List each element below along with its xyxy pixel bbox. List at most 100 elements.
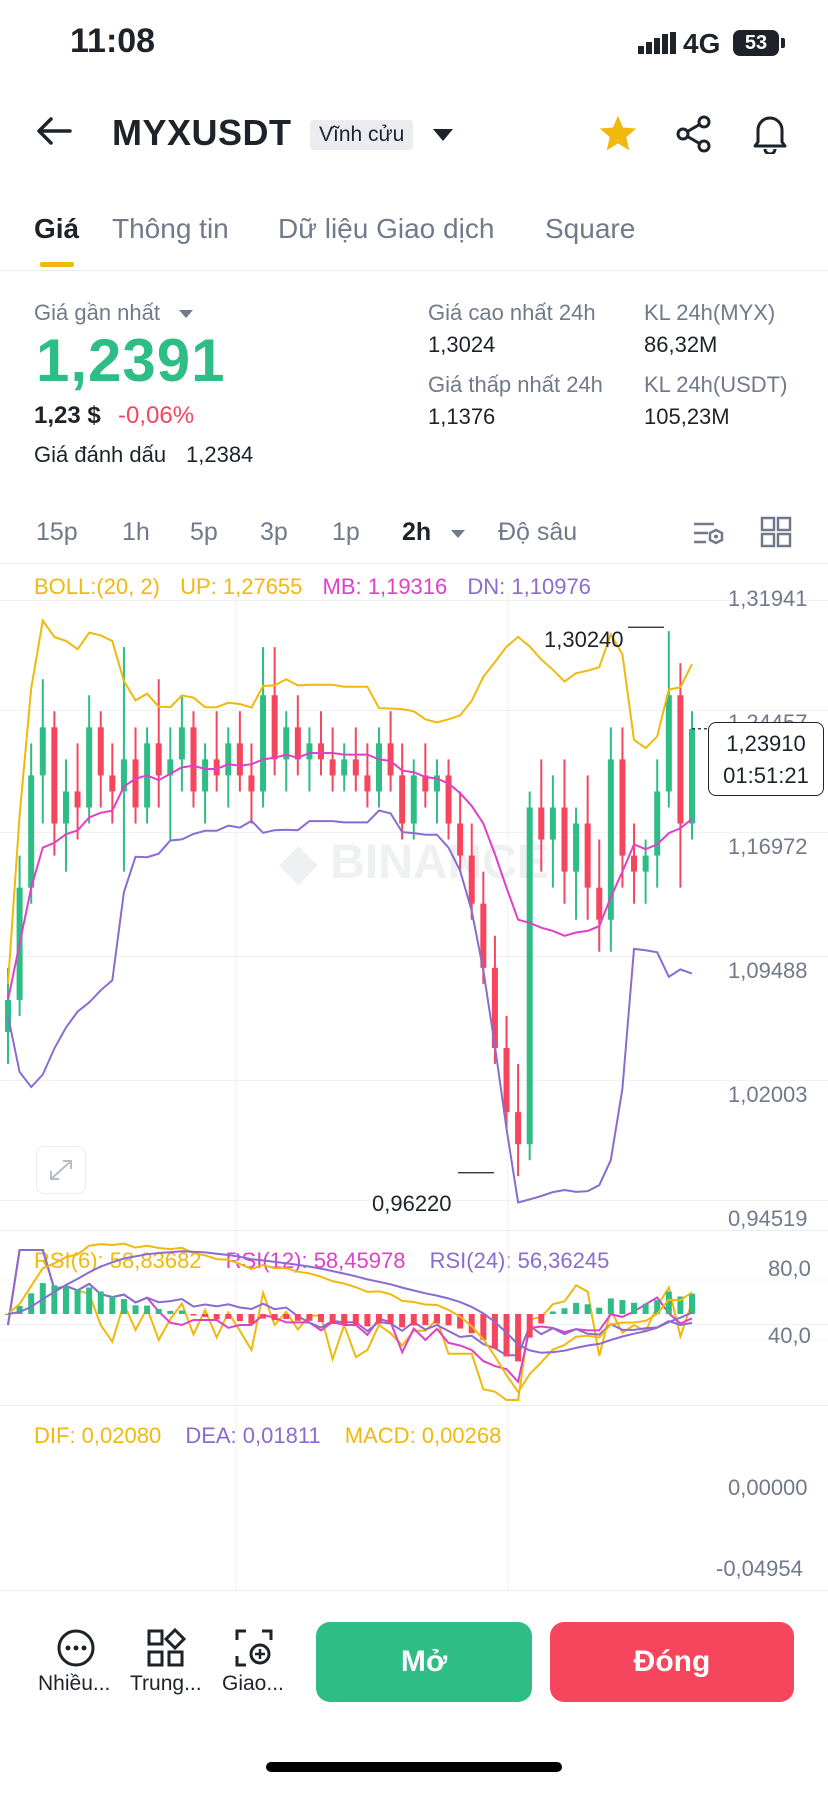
timeframe-1p[interactable]: 1p — [332, 518, 360, 546]
tab-square[interactable]: Square — [545, 213, 636, 244]
macd-bar — [689, 1293, 695, 1314]
price-change-pct: -0,06% — [118, 402, 195, 429]
candle-body — [260, 695, 267, 792]
macd-bar — [642, 1303, 649, 1314]
mark-price-label: Giá đánh dấu — [34, 442, 167, 467]
high-24h-label: Giá cao nhất 24h — [428, 300, 596, 325]
macd-bar — [213, 1314, 220, 1320]
macd-bar — [260, 1314, 267, 1319]
timeframe-2h[interactable]: 2h — [402, 518, 432, 546]
rsi24-line — [7, 1249, 693, 1357]
back-arrow-icon[interactable] — [36, 116, 72, 151]
candle-body — [549, 807, 556, 840]
candle-body — [248, 775, 255, 792]
nav-more-label[interactable]: Nhiều... — [38, 1672, 111, 1695]
current-price-value: 1,23910 — [726, 731, 806, 756]
candle-body — [74, 791, 81, 808]
candle-body — [689, 728, 695, 824]
caret-down-icon[interactable] — [178, 306, 194, 324]
divider — [0, 563, 828, 564]
grid-icon[interactable] — [146, 1627, 187, 1673]
macd-bar — [248, 1314, 255, 1324]
candle-body — [584, 823, 591, 888]
candle-body — [294, 727, 301, 760]
boll-legend: BOLL:(20, 2) UP: 1,27655 MB: 1,19316 DN:… — [34, 574, 591, 600]
candle-body — [86, 727, 93, 808]
share-icon[interactable] — [674, 114, 714, 159]
macd-bar — [178, 1310, 185, 1314]
macd-bar — [631, 1302, 638, 1314]
timeframe-5p[interactable]: 5p — [190, 518, 218, 546]
nav-trade-label[interactable]: Giao... — [222, 1672, 284, 1695]
candle-body — [155, 743, 162, 776]
nav-center-label[interactable]: Trung... — [130, 1672, 202, 1695]
candle-body — [573, 823, 580, 872]
timeframe-3p[interactable]: 3p — [260, 518, 288, 546]
battery-icon: 53 — [733, 30, 785, 56]
timeframe-15p[interactable]: 15p — [36, 518, 78, 546]
macd-legend: DIF: 0,02080 DEA: 0,01811 MACD: 0,00268 — [34, 1423, 501, 1449]
macd-bar — [202, 1314, 209, 1317]
macd-bar — [584, 1304, 591, 1314]
candle-body — [619, 759, 626, 856]
candle-body — [329, 759, 336, 776]
candle-body — [561, 807, 568, 872]
candle-body — [607, 759, 614, 920]
boll-up: UP: 1,27655 — [180, 574, 303, 599]
current-price-tag[interactable]: 1,23910 01:51:21 — [708, 722, 824, 796]
layout-grid-icon[interactable] — [760, 516, 792, 553]
price-chart[interactable]: ◆ BINANCE — [0, 560, 828, 1590]
low-24h-label: Giá thấp nhất 24h — [428, 372, 603, 397]
low-24h: 1,1376 — [428, 404, 496, 429]
candle-body — [318, 743, 325, 760]
candle-body — [503, 1047, 510, 1113]
timeframe-1h[interactable]: 1h — [122, 518, 150, 546]
close-position-button[interactable]: Đóng — [550, 1622, 794, 1702]
star-icon[interactable] — [598, 114, 638, 157]
tab-price[interactable]: Giá — [34, 213, 80, 244]
candle-body — [538, 807, 545, 840]
macd-bar — [677, 1296, 684, 1314]
macd-bar — [445, 1314, 452, 1326]
macd-bar — [132, 1305, 139, 1314]
axis-label-price: 1,09488 — [728, 958, 808, 983]
tab-info[interactable]: Thông tin — [112, 213, 229, 244]
macd-bar — [329, 1314, 336, 1325]
chart-settings-icon[interactable] — [692, 518, 726, 553]
candle-body — [167, 759, 174, 776]
macd-bar — [86, 1287, 93, 1314]
mark-price: 1,2384 — [186, 442, 254, 467]
macd-bar — [62, 1286, 69, 1314]
candle-body — [480, 903, 487, 968]
candle-body — [283, 727, 290, 760]
bell-icon[interactable] — [750, 112, 790, 159]
tab-bar: Giá Thông tin Dữ liệu Giao dịch Square — [0, 205, 828, 265]
chevron-down-icon[interactable] — [432, 128, 454, 147]
macd-bar — [654, 1300, 661, 1314]
last-price-label[interactable]: Giá gần nhất — [34, 300, 160, 325]
symbol-title[interactable]: MYXUSDT — [112, 112, 292, 153]
volume-base: 86,32M — [644, 332, 718, 357]
candle-body — [132, 759, 139, 808]
expand-icon[interactable] — [36, 1146, 86, 1194]
candle-body — [352, 759, 359, 776]
divider — [0, 270, 828, 271]
candle-body — [120, 759, 127, 792]
tab-trading-data[interactable]: Dữ liệu Giao dịch — [278, 213, 495, 244]
timeframe-depth[interactable]: Độ sâu — [498, 518, 578, 546]
active-tab-indicator — [40, 262, 74, 267]
dif-value: DIF: 0,02080 — [34, 1423, 162, 1448]
more-icon[interactable] — [56, 1628, 96, 1673]
candle-body — [665, 695, 672, 792]
trade-icon[interactable] — [234, 1628, 274, 1673]
candle-body — [62, 791, 69, 824]
signal-icon — [638, 32, 678, 59]
macd-bar — [120, 1299, 127, 1314]
open-position-button[interactable]: Mở — [316, 1622, 532, 1702]
last-price: 1,2391 — [36, 327, 226, 394]
volume-base-label: KL 24h(MYX) — [644, 300, 776, 325]
timeframe-more-chevron-icon[interactable] — [450, 526, 466, 544]
candle-body — [642, 855, 649, 872]
candle-body — [97, 727, 104, 776]
macd-bar — [352, 1314, 359, 1325]
